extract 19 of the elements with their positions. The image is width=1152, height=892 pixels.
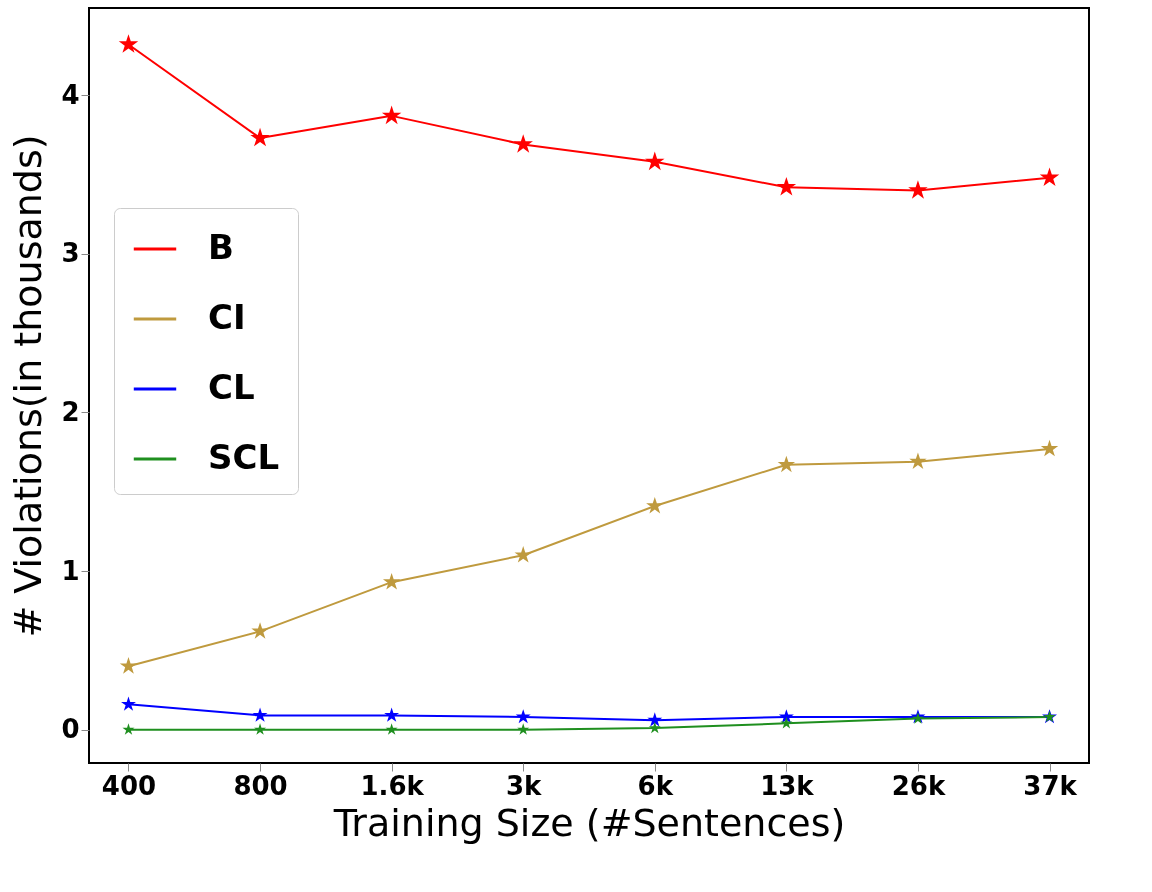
x-tick-label: 37k: [1023, 770, 1078, 801]
y-tick-label: 1: [61, 555, 80, 586]
x-tick-label: 800: [233, 770, 288, 801]
x-axis-title: Training Size (#Sentences): [332, 800, 846, 845]
legend-label: CL: [208, 367, 255, 407]
x-tick-label: 3k: [506, 770, 543, 801]
y-tick-label: 3: [61, 238, 80, 269]
x-tick-label: 26k: [891, 770, 946, 801]
y-axis-title: # Violations(in thousands): [6, 134, 51, 638]
y-tick-label: 4: [61, 79, 80, 110]
x-tick-label: 6k: [637, 770, 674, 801]
legend-label: SCL: [208, 437, 280, 477]
legend-label: B: [208, 227, 234, 267]
x-tick-label: 400: [101, 770, 157, 801]
x-tick-label: 1.6k: [360, 770, 425, 801]
y-tick-label: 0: [61, 714, 80, 745]
y-tick-label: 2: [61, 396, 80, 427]
x-tick-label: 13k: [760, 770, 815, 801]
legend-label: CI: [208, 297, 246, 337]
